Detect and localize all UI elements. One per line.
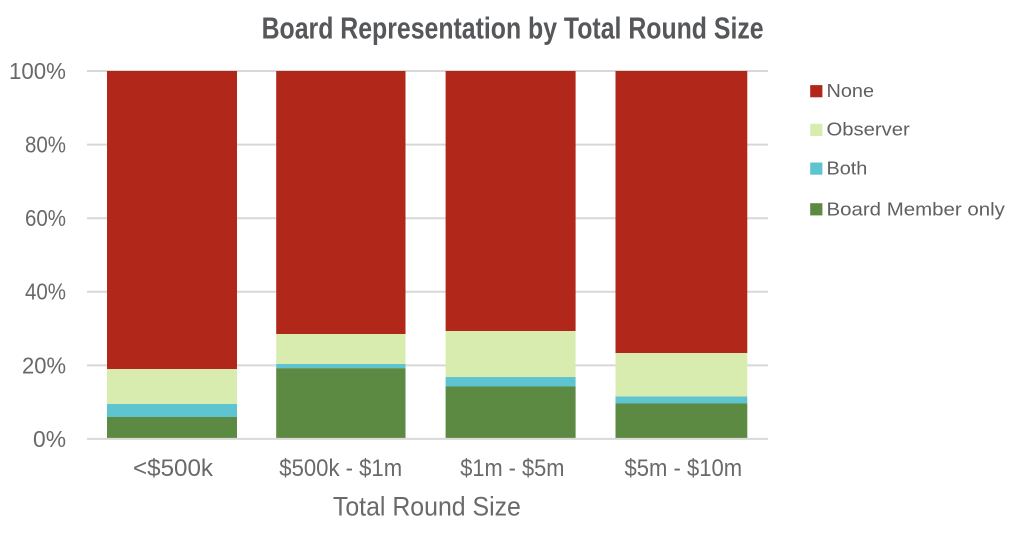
svg-text:20%: 20% — [22, 352, 66, 378]
svg-text:100%: 100% — [9, 58, 66, 84]
svg-text:0%: 0% — [33, 426, 66, 452]
svg-text:$1m - $5m: $1m - $5m — [460, 455, 564, 482]
svg-text:Board Member only: Board Member only — [827, 198, 1006, 219]
svg-text:None: None — [827, 80, 875, 101]
svg-text:Both: Both — [827, 157, 868, 178]
svg-text:<$500k: <$500k — [133, 455, 214, 482]
svg-text:80%: 80% — [25, 132, 66, 158]
svg-text:Observer: Observer — [827, 119, 910, 140]
svg-text:Board Representation by Total: Board Representation by Total Round Size — [262, 11, 764, 45]
svg-text:40%: 40% — [25, 279, 66, 305]
svg-text:Total Round Size: Total Round Size — [333, 492, 521, 522]
svg-text:$500k - $1m: $500k - $1m — [279, 455, 402, 482]
svg-text:$5m - $10m: $5m - $10m — [625, 455, 743, 482]
svg-text:60%: 60% — [25, 205, 66, 231]
